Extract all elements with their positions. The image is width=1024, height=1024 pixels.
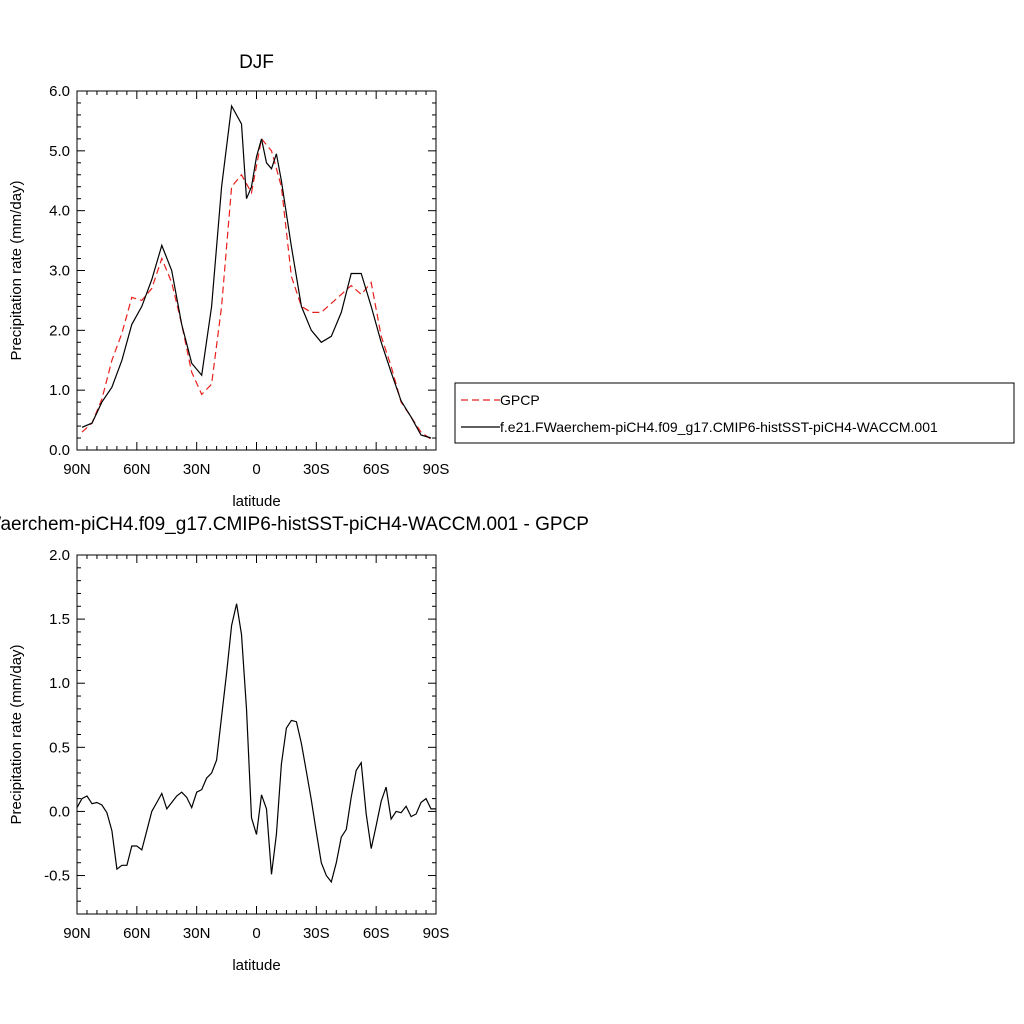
x-axis-label: latitude bbox=[232, 957, 280, 974]
axis-ticks: 90N 60N 30N 0 30S 60S 90S 0.0 1.0 2.0 3.0 4.0 5.0 6.0 bbox=[49, 83, 449, 478]
y-tick-label: 0.0 bbox=[49, 442, 70, 459]
x-tick-label: 0 bbox=[252, 925, 260, 942]
plot-frame bbox=[76, 554, 437, 915]
x-tick-label: 30N bbox=[183, 461, 211, 478]
djf-precipitation-panel: DJF 90N 60N 30N 0 30S 60S 90S 0.0 1.0 2.0 3.0 4.0 5.… bbox=[8, 52, 1015, 510]
y-axis-label: Precipitation rate (mm/day) bbox=[8, 644, 25, 824]
series-line-0 bbox=[81, 137, 432, 440]
y-tick-label: 2.0 bbox=[49, 547, 70, 564]
x-tick-label: 90N bbox=[63, 461, 91, 478]
y-tick-label: 2.0 bbox=[49, 322, 70, 339]
x-tick-label: 90S bbox=[423, 925, 450, 942]
chart-title: f.e21.FWaerchem-piCH4.f09_g17.CMIP6-hist… bbox=[0, 514, 589, 535]
x-tick-label: 90S bbox=[423, 461, 450, 478]
y-tick-label: 3.0 bbox=[49, 263, 70, 280]
legend-entry-gpcp: GPCP bbox=[500, 392, 540, 408]
plot-frame bbox=[76, 90, 437, 451]
y-tick-label: 1.5 bbox=[49, 611, 70, 628]
series-lines bbox=[81, 104, 432, 440]
series-lines bbox=[76, 603, 436, 884]
y-tick-label: 0.0 bbox=[49, 803, 70, 820]
y-axis-label: Precipitation rate (mm/day) bbox=[8, 180, 25, 360]
x-tick-label: 30N bbox=[183, 925, 211, 942]
x-tick-label: 60S bbox=[363, 925, 390, 942]
difference-panel: f.e21.FWaerchem-piCH4.f09_g17.CMIP6-hist… bbox=[0, 514, 589, 974]
x-tick-label: 60S bbox=[363, 461, 390, 478]
y-tick-label: 5.0 bbox=[49, 143, 70, 160]
y-tick-label: 0.5 bbox=[49, 739, 70, 756]
x-tick-label: 60N bbox=[123, 925, 151, 942]
x-tick-label: 30S bbox=[303, 925, 330, 942]
legend: GPCP f.e21.FWaerchem-piCH4.f09_g17.CMIP6… bbox=[454, 382, 1015, 444]
y-tick-label: 4.0 bbox=[49, 203, 70, 220]
chart-title: DJF bbox=[239, 52, 274, 73]
x-tick-label: 0 bbox=[252, 461, 260, 478]
series-line-0 bbox=[76, 603, 436, 884]
legend-entry-model: f.e21.FWaerchem-piCH4.f09_g17.CMIP6-hist… bbox=[500, 419, 938, 435]
y-tick-label: 1.0 bbox=[49, 382, 70, 399]
legend-box bbox=[454, 382, 1015, 444]
series-line-1 bbox=[81, 104, 432, 439]
y-tick-label: -0.5 bbox=[44, 868, 70, 885]
x-tick-label: 30S bbox=[303, 461, 330, 478]
x-tick-label: 60N bbox=[123, 461, 151, 478]
x-axis-label: latitude bbox=[232, 493, 280, 510]
y-tick-label: 1.0 bbox=[49, 675, 70, 692]
axis-ticks: 90N 60N 30N 0 30S 60S 90S -0.5 0.0 0.5 1.0 1.5 2.0 bbox=[44, 547, 449, 942]
x-tick-label: 90N bbox=[63, 925, 91, 942]
y-tick-label: 6.0 bbox=[49, 83, 70, 100]
